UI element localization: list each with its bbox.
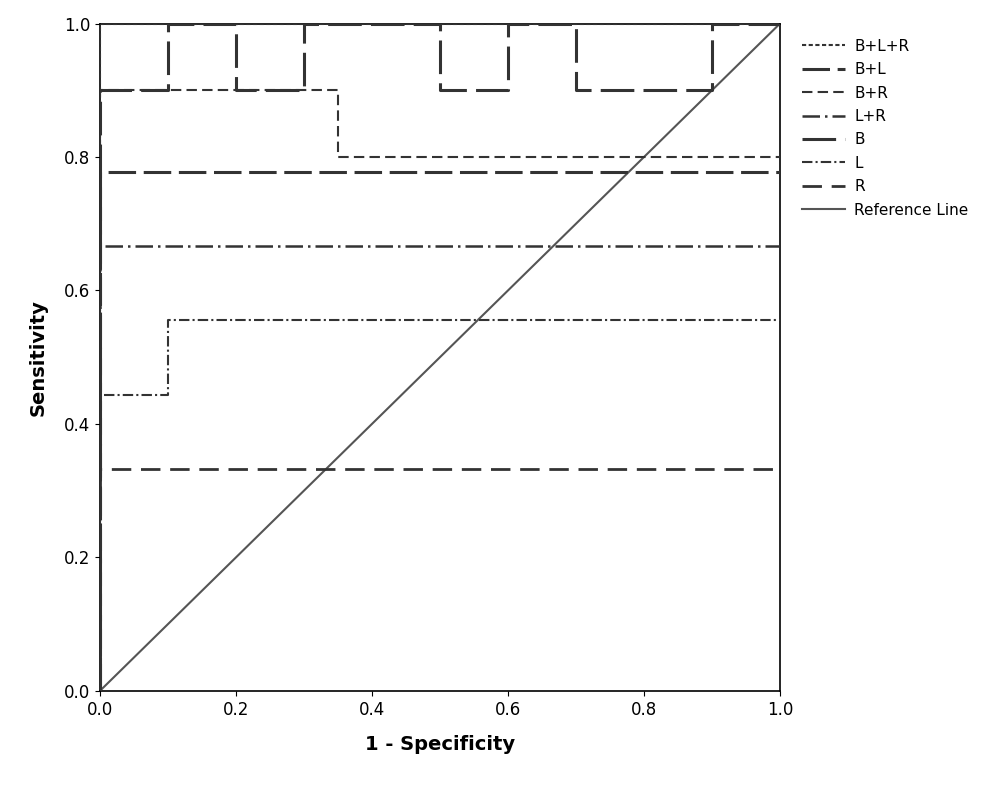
Y-axis label: Sensitivity: Sensitivity bbox=[28, 299, 47, 415]
X-axis label: 1 - Specificity: 1 - Specificity bbox=[365, 736, 515, 754]
Legend: B+L+R, B+L, B+R, L+R, B, L, R, Reference Line: B+L+R, B+L, B+R, L+R, B, L, R, Reference… bbox=[794, 31, 976, 225]
